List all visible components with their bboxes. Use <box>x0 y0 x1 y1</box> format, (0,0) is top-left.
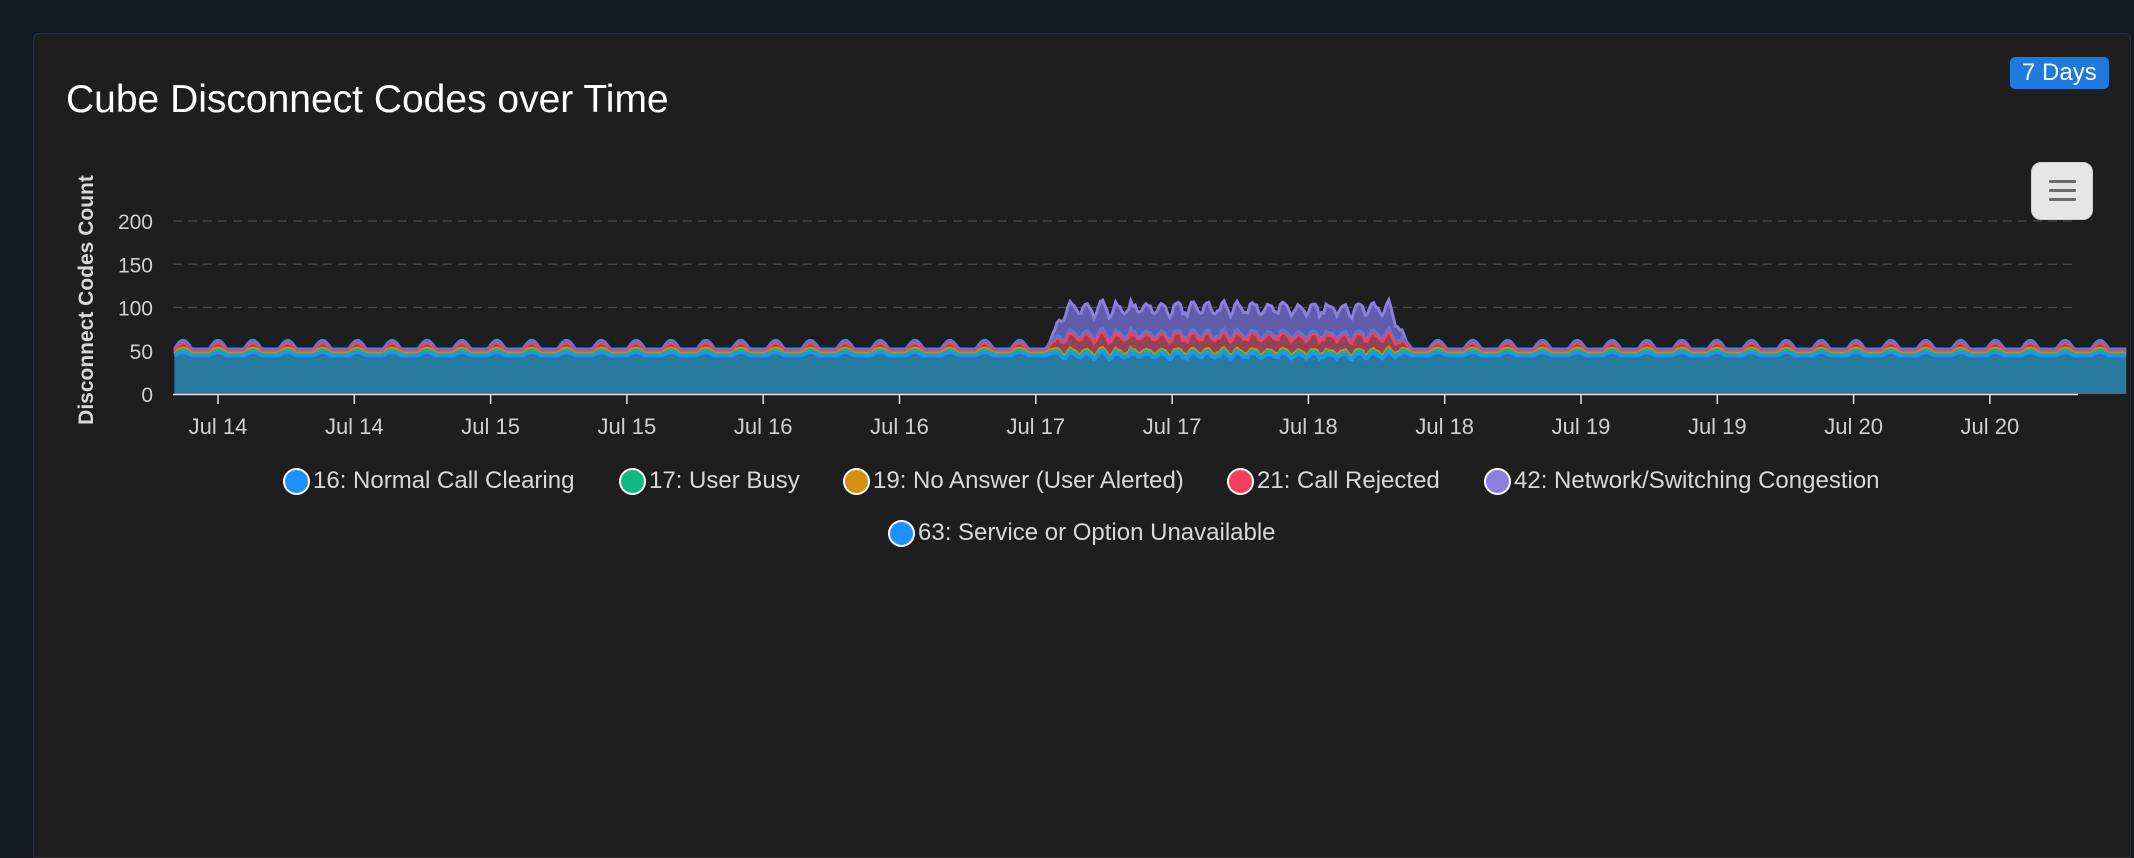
x-tick-label: Jul 15 <box>598 414 657 439</box>
x-tick-label: Jul 17 <box>1006 414 1065 439</box>
series-area <box>174 330 2127 357</box>
y-tick-label: 100 <box>118 298 153 321</box>
legend-item[interactable]: 21: Call Rejected <box>1227 464 1440 498</box>
legend-label: 16: Normal Call Clearing <box>313 467 575 494</box>
chart-card <box>33 33 2131 858</box>
series-areas <box>173 295 2127 394</box>
y-tick-label: 200 <box>118 211 153 234</box>
legend-label: 63: Service or Option Unavailable <box>918 519 1276 546</box>
series-line <box>173 328 2127 353</box>
legend-marker <box>888 519 915 547</box>
series-area <box>174 299 2127 349</box>
series-5 <box>173 325 2127 351</box>
x-tick-label: Jul 18 <box>1415 414 1474 439</box>
hamburger-icon <box>2049 180 2076 183</box>
x-tick-label: Jul 16 <box>734 414 793 439</box>
legend-marker <box>1484 467 1511 495</box>
x-tick-label: Jul 14 <box>189 414 248 439</box>
legend-label: 42: Network/Switching Congestion <box>1514 467 1880 494</box>
legend-item[interactable]: 16: Normal Call Clearing <box>283 464 574 498</box>
y-tick-label: 150 <box>118 254 153 277</box>
x-tick-label: Jul 20 <box>1961 414 2020 439</box>
x-tick-label: Jul 17 <box>1143 414 1202 439</box>
legend-marker <box>619 467 646 495</box>
axes: 0 50 100 150 200 Jul 14 Jul 14 Jul 15 Jul 15 Jul … <box>118 211 2078 439</box>
x-tick-label: Jul 20 <box>1824 414 1883 439</box>
series-area <box>174 352 2127 394</box>
series-line <box>173 325 2127 351</box>
series-0 <box>173 349 2127 394</box>
chart-menu-button[interactable] <box>2031 162 2093 220</box>
x-tick-label: Jul 16 <box>870 414 929 439</box>
legend-label: 17: User Busy <box>649 467 800 494</box>
range-badge[interactable]: 7 Days <box>2010 57 2109 89</box>
legend-marker <box>283 467 310 495</box>
series-line <box>173 349 2127 363</box>
legend-label: 19: No Answer (User Alerted) <box>873 467 1184 494</box>
y-tick-label: 0 <box>141 384 153 407</box>
y-tick-label: 50 <box>130 341 153 364</box>
x-tick-label: Jul 19 <box>1688 414 1747 439</box>
x-tick-label: Jul 15 <box>461 414 520 439</box>
legend-item[interactable]: 42: Network/Switching Congestion <box>1484 464 1880 498</box>
series-line <box>173 347 2127 360</box>
y-axis-label: Disconnect Codes Count <box>75 175 98 425</box>
chart-title: Cube Disconnect Codes over Time <box>66 78 669 121</box>
legend-label: 21: Call Rejected <box>1257 467 1440 494</box>
legend-item[interactable]: 17: User Busy <box>619 464 800 498</box>
hamburger-icon-bar <box>2049 198 2076 201</box>
legend-item[interactable]: 19: No Answer (User Alerted) <box>843 464 1184 498</box>
hamburger-icon-bar <box>2049 189 2076 192</box>
legend-marker <box>843 467 870 495</box>
series-3 <box>173 328 2127 357</box>
x-tick-label: Jul 18 <box>1279 414 1338 439</box>
legend-item[interactable]: 63: Service or Option Unavailable <box>888 516 1276 550</box>
legend-marker <box>1227 467 1254 495</box>
x-tick-label: Jul 14 <box>325 414 384 439</box>
x-tick-label: Jul 19 <box>1552 414 1611 439</box>
